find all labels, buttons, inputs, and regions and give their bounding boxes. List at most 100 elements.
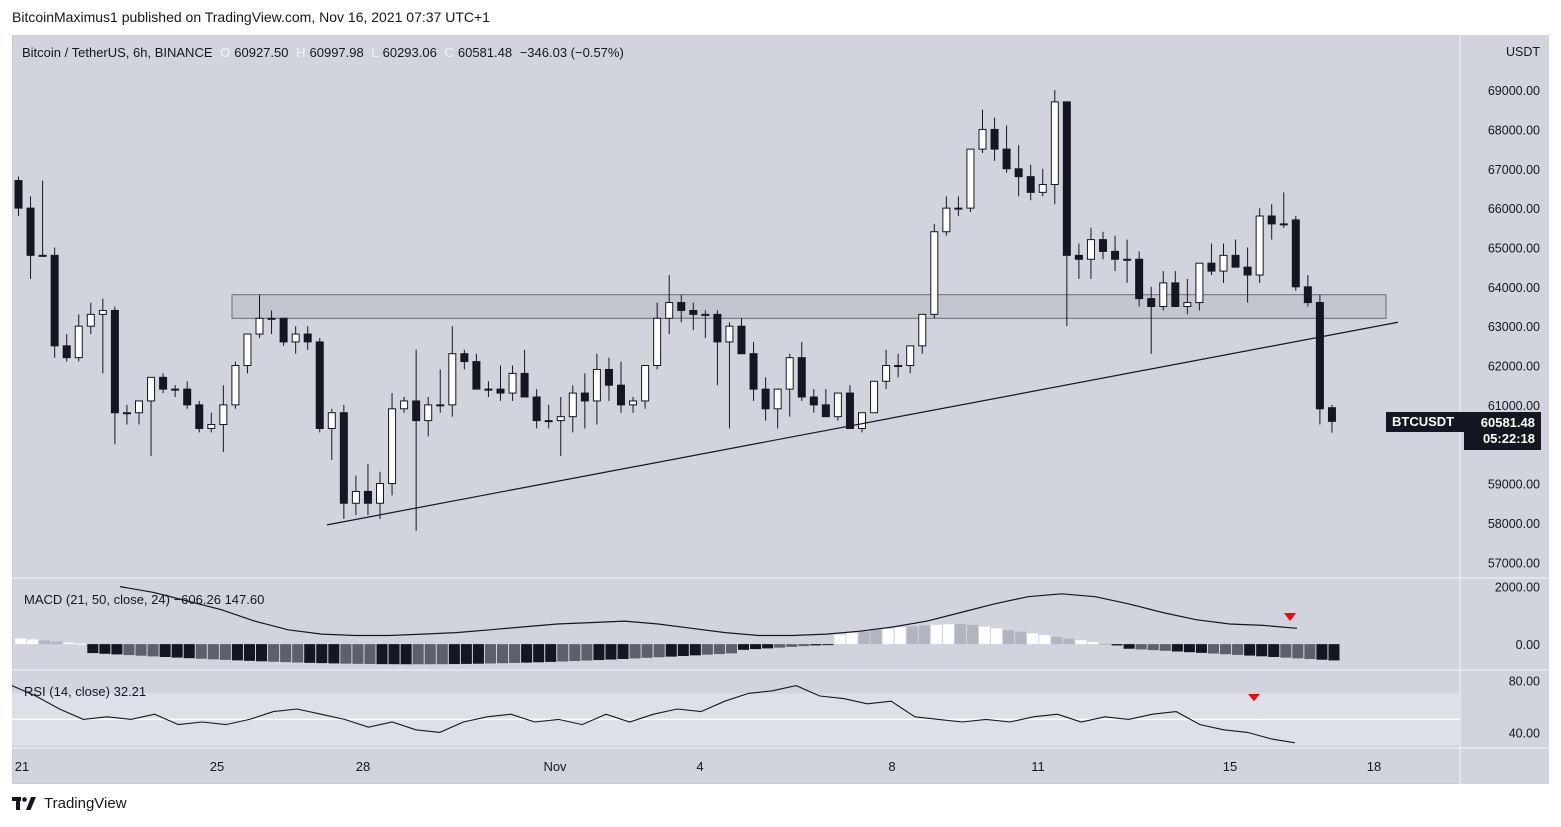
candle bbox=[1099, 231, 1107, 260]
macd-histogram-bar bbox=[557, 644, 569, 662]
macd-histogram-bar bbox=[15, 638, 27, 645]
candle-body bbox=[617, 384, 625, 406]
rsi-line bbox=[12, 685, 1296, 744]
candle-body bbox=[532, 396, 541, 422]
candle bbox=[219, 385, 228, 453]
candle bbox=[990, 117, 999, 161]
candle bbox=[376, 471, 384, 519]
candle bbox=[604, 357, 613, 401]
candle-body bbox=[231, 365, 240, 406]
candle-body bbox=[327, 412, 336, 429]
candle-body bbox=[942, 207, 951, 233]
candle bbox=[207, 412, 216, 433]
candle-body bbox=[737, 325, 746, 355]
macd-histogram-bar bbox=[412, 644, 424, 665]
candle-body bbox=[870, 380, 879, 414]
macd-histogram-bar bbox=[1268, 644, 1280, 657]
candle-body bbox=[1014, 168, 1023, 178]
candle bbox=[1183, 278, 1192, 315]
candle-body bbox=[1147, 298, 1156, 307]
candle bbox=[147, 376, 156, 457]
macd-histogram-bar bbox=[701, 644, 713, 655]
candle-body bbox=[665, 302, 674, 319]
candle bbox=[1207, 243, 1216, 276]
macd-value2: 147.60 bbox=[224, 592, 265, 607]
candle-body bbox=[906, 345, 915, 367]
candle bbox=[894, 353, 903, 378]
candle bbox=[363, 463, 372, 516]
candle-body bbox=[1291, 219, 1300, 288]
macd-histogram-bar bbox=[750, 644, 762, 650]
candle-body bbox=[195, 404, 204, 429]
candle bbox=[1255, 208, 1264, 283]
rsi-legend: RSI (14, close) 32.21 bbox=[24, 684, 146, 699]
macd-label: MACD (21, 50, close, 24) bbox=[24, 592, 170, 607]
macd-histogram-bar bbox=[424, 644, 436, 665]
bar-countdown: 05:22:18 bbox=[1482, 431, 1535, 446]
rsi-signal-arrow bbox=[1248, 694, 1260, 701]
candle bbox=[954, 196, 963, 216]
macd-histogram-bar bbox=[1244, 644, 1256, 656]
macd-histogram-bar bbox=[1171, 644, 1183, 652]
macd-histogram-bar bbox=[991, 628, 1003, 645]
macd-histogram-bar bbox=[280, 644, 292, 663]
candle bbox=[1219, 243, 1228, 283]
time-axis-label: 15 bbox=[1223, 759, 1237, 774]
candle-body bbox=[1183, 302, 1192, 307]
candle-body bbox=[1099, 239, 1107, 252]
candle-body bbox=[1195, 262, 1204, 304]
candle bbox=[400, 397, 409, 413]
candle-body bbox=[990, 128, 999, 150]
footer-brand[interactable]: TradingView bbox=[12, 795, 127, 812]
legend-o-label: O bbox=[220, 45, 231, 60]
price-tick-label: 62000.00 bbox=[1488, 360, 1540, 374]
price-tick-label: 58000.00 bbox=[1488, 517, 1540, 531]
candle-body bbox=[785, 357, 794, 390]
macd-histogram-bar bbox=[979, 626, 991, 645]
candle bbox=[701, 310, 710, 338]
candle-body bbox=[725, 325, 734, 343]
macd-legend: MACD (21, 50, close, 24) −606.26 147.60 bbox=[24, 592, 264, 607]
macd-histogram-bar bbox=[1316, 644, 1328, 660]
macd-histogram-bar bbox=[111, 644, 123, 655]
candle-body bbox=[412, 400, 421, 422]
macd-histogram-bar bbox=[171, 644, 183, 658]
candle-body bbox=[1255, 215, 1264, 276]
candle bbox=[833, 392, 842, 421]
candle bbox=[183, 381, 192, 409]
chart-canvas[interactable]: 69000.00 68000.00 67000.00 66000.00 65000.00… bbox=[12, 35, 1549, 784]
price-tick-label: 61000.00 bbox=[1488, 399, 1540, 413]
macd-histogram-bar bbox=[918, 625, 930, 645]
macd-histogram-bar bbox=[1147, 644, 1159, 651]
candle bbox=[86, 302, 95, 335]
candle bbox=[797, 341, 806, 401]
candle bbox=[472, 353, 481, 390]
macd-histogram-bar bbox=[243, 644, 255, 661]
candle-body bbox=[1074, 254, 1083, 260]
candle-body bbox=[171, 388, 180, 391]
candle bbox=[255, 294, 264, 338]
candle bbox=[761, 377, 770, 421]
time-axis-label: 18 bbox=[1367, 759, 1381, 774]
candle bbox=[882, 349, 891, 390]
candle-body bbox=[713, 313, 722, 343]
candle-body bbox=[689, 309, 698, 315]
macd-histogram-bar bbox=[1135, 644, 1147, 650]
candle bbox=[1038, 168, 1047, 197]
candle-body bbox=[376, 483, 384, 504]
legend-l-label: L bbox=[371, 45, 379, 60]
legend-change: −346.03 (−0.57%) bbox=[519, 45, 624, 60]
candle bbox=[1159, 271, 1168, 311]
candle bbox=[1171, 271, 1180, 308]
time-axis-label: 11 bbox=[1031, 759, 1045, 774]
candle-body bbox=[592, 368, 601, 402]
candle-body bbox=[653, 317, 662, 367]
macd-histogram-bar bbox=[87, 644, 99, 654]
macd-histogram-bar bbox=[725, 644, 737, 654]
macd-histogram-bar bbox=[147, 644, 159, 657]
macd-histogram-bar bbox=[1183, 644, 1195, 653]
macd-histogram-bar bbox=[219, 644, 231, 660]
candle bbox=[966, 148, 975, 213]
candle-body bbox=[50, 254, 59, 347]
macd-histogram-bar bbox=[521, 644, 533, 663]
